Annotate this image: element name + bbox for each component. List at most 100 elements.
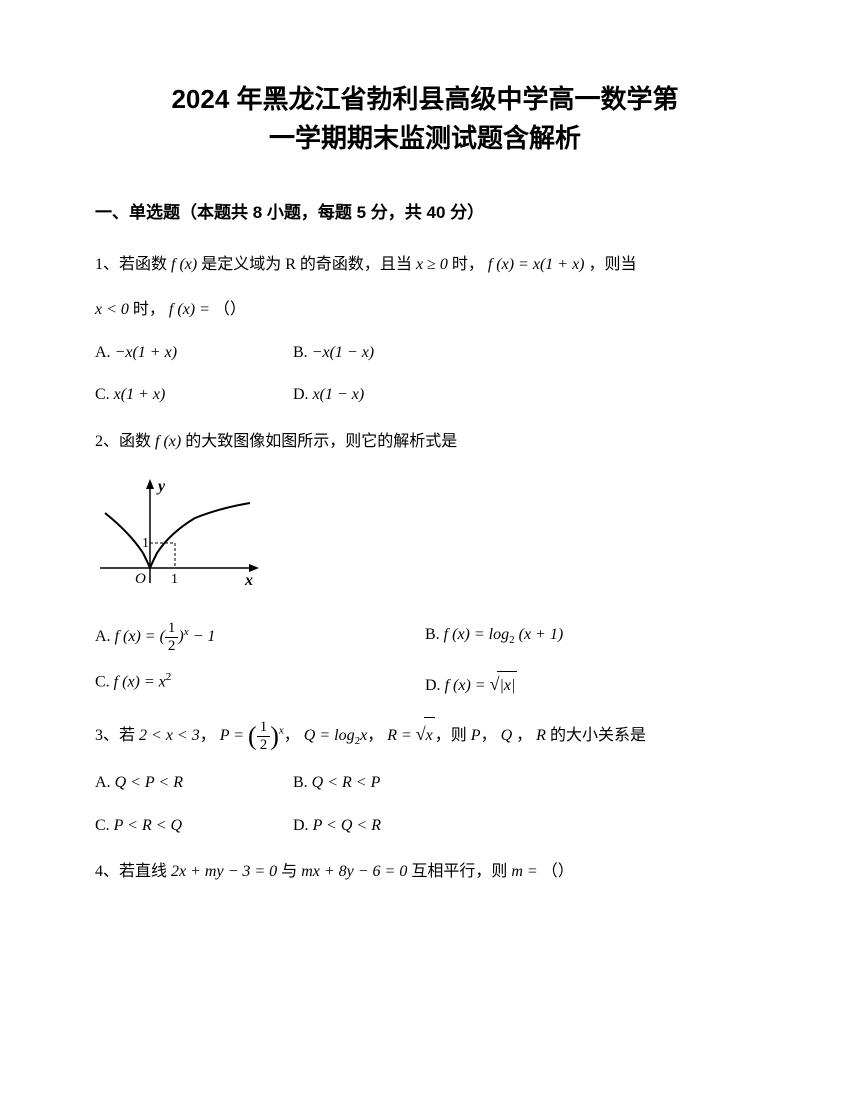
q3-a-label: A. [95,774,111,791]
q3-c2: ， [512,727,532,744]
q2-graph: 1 y x O 1 [95,473,755,603]
q2-d-fx: f (x) = [445,677,490,694]
q3-range: 2 < x < 3 [139,727,200,744]
q2-c-exp: 2 [166,671,172,683]
q2-graph-svg: 1 y x O 1 [95,473,265,603]
q3-option-d: D. P < Q < R [293,812,491,841]
q4-eq1: 2x + my − 3 = 0 [171,863,277,880]
q2-d-sqrt: |x| [490,668,518,701]
q1-d-label: D. [293,386,309,403]
q3-R-sqrt-body: x [424,717,435,753]
q3-text-3: ， [284,727,300,744]
q1-text-1: 若函数 [119,256,167,273]
q1-c-expr: x(1 + x) [114,386,166,403]
q3-b-label: B. [293,774,308,791]
q1-cond2: x < 0 [95,301,129,318]
q4-text-3: 互相平行，则 [411,863,507,880]
q2-b-label: B. [425,626,440,643]
q2-a-fx: f (x) = ( [115,629,165,646]
x-axis-arrow [249,564,259,572]
q3-number: 3、 [95,727,119,744]
q2-option-a: A. f (x) = (12)x − 1 [95,621,425,654]
q2-a-frac-num: 1 [165,621,179,638]
q2-c-label: C. [95,674,110,691]
q1-option-b: B. −x(1 − x) [293,339,491,368]
q2-b-fx: f (x) = log [444,626,509,643]
q4-m: m = [511,863,537,880]
q1-options-row-2: C. x(1 + x) D. x(1 − x) [95,381,755,410]
q1-fx: f (x) [171,256,197,273]
q3-Qv: Q [501,727,513,744]
q3-lparen: ( [248,721,257,750]
q1-a-label: A. [95,344,111,361]
q1-cond1: x ≥ 0 [416,256,448,273]
q2-options-row-2: C. f (x) = x2 D. f (x) = |x| [95,668,755,701]
q2-c-fx: f (x) = x [114,674,166,691]
q4-number: 4、 [95,863,119,880]
q3-rparen: ) [270,721,279,750]
section-1-header: 一、单选题（本题共 8 小题，每题 5 分，共 40 分） [95,198,755,229]
q3-d-expr: P < Q < R [313,817,381,834]
q1-text-3: 的奇函数，且当 [300,256,412,273]
q1-R: R [285,256,296,273]
q3-Rv: R [536,727,550,744]
q2-option-c: C. f (x) = x2 [95,668,425,701]
q3-c1: ， [481,727,497,744]
label-O: O [135,571,146,587]
q1-text-5: ，则当 [589,256,637,273]
q1-b-label: B. [293,344,308,361]
curve-right [150,503,250,568]
q1-d-expr: x(1 − x) [313,386,365,403]
q3-option-b: B. Q < R < P [293,769,491,798]
q3-Q: Q = log [304,727,355,744]
question-3: 3、若 2 < x < 3， P = (12)x， Q = log2x， R =… [95,715,755,755]
q2-options-row-1: A. f (x) = (12)x − 1 B. f (x) = log2 (x … [95,621,755,654]
q2-b-arg: (x + 1) [519,626,564,643]
q4-text-1: 若直线 [119,863,167,880]
q3-option-a: A. Q < P < R [95,769,293,798]
label-1: 1 [171,572,178,587]
question-1-cont: x < 0 时， f (x) = （） [95,296,755,325]
q3-b-expr: Q < R < P [312,774,381,791]
q3-R-sqrt: x [416,715,435,755]
q3-option-c: C. P < R < Q [95,812,293,841]
q3-c-label: C. [95,817,110,834]
question-1: 1、若函数 f (x) 是定义域为 R 的奇函数，且当 x ≥ 0 时， f (… [95,247,755,282]
q2-d-label: D. [425,677,441,694]
q3-c-expr: P < R < Q [114,817,182,834]
q1-eq1: f (x) = x(1 + x) [488,256,585,273]
q2-text-2: 的大致图像如图所示，则它的解析式是 [185,433,457,450]
q1-number: 1、 [95,256,119,273]
q1-text-2: 是定义域为 [201,256,281,273]
y-axis-arrow [146,479,154,489]
q1-paren: （） [214,301,246,318]
q1-fx2: f (x) = [169,301,210,318]
q2-option-b: B. f (x) = log2 (x + 1) [425,621,755,654]
q2-a-label: A. [95,629,111,646]
q3-text-4: ， [367,727,383,744]
q1-options-row-1: A. −x(1 + x) B. −x(1 − x) [95,339,755,368]
q1-c-label: C. [95,386,110,403]
q3-P-num: 1 [257,720,271,737]
q3-options-row-1: A. Q < P < R B. Q < R < P [95,769,755,798]
q1-text-4: 时， [452,256,484,273]
q2-option-d: D. f (x) = |x| [425,668,755,701]
q3-a-expr: Q < P < R [115,774,183,791]
q3-P-frac: 12 [257,720,271,753]
page-title: 2024 年黑龙江省勃利县高级中学高一数学第 一学期期末监测试题含解析 [95,80,755,158]
q1-text-6: 时， [133,301,165,318]
q3-text-5: ，则 [435,727,467,744]
title-line-2: 一学期期末监测试题含解析 [95,119,755,158]
q4-text-2: 与 [281,863,297,880]
q3-text-2: ， [200,727,216,744]
q2-fx: f (x) [155,433,181,450]
q1-a-expr: −x(1 + x) [115,344,177,361]
title-line-1: 2024 年黑龙江省勃利县高级中学高一数学第 [95,80,755,119]
q2-b-sub: 2 [509,635,515,647]
label-y: y [156,478,166,495]
q2-a-frac-den: 2 [165,638,179,654]
q3-d-label: D. [293,817,309,834]
q3-text-1: 若 [119,727,135,744]
q1-option-a: A. −x(1 + x) [95,339,293,368]
q4-paren: （） [542,863,574,880]
